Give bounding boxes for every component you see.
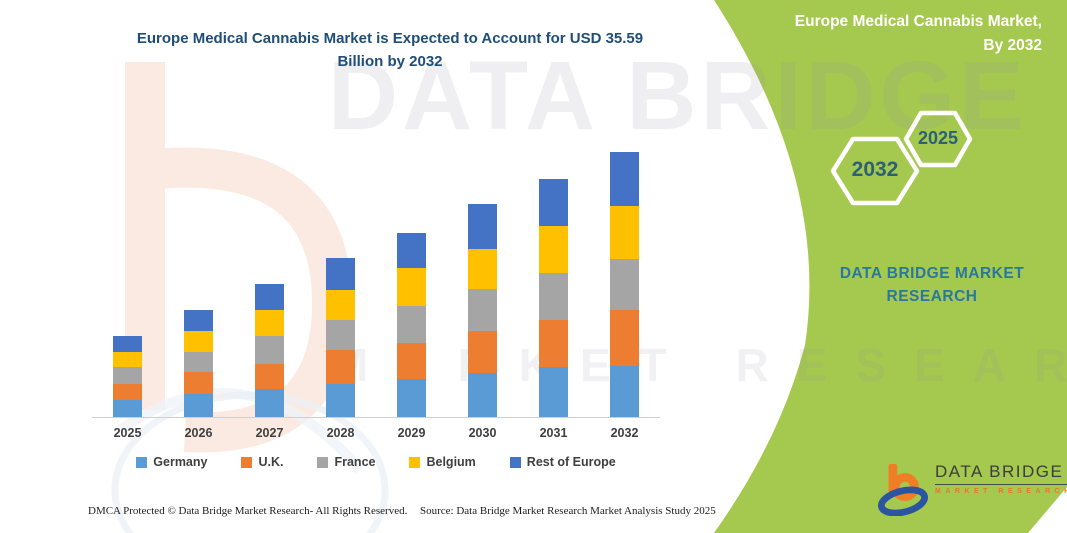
databridge-logo-mark-icon: [878, 464, 928, 516]
brand-text-line1: DATA BRIDGE MARKET: [839, 265, 1025, 282]
tick-label-2025: 2025: [113, 426, 142, 440]
bar-segment-germany: [113, 400, 142, 417]
hexagon-2025-icon: [903, 110, 973, 168]
bar-segment-u-k: [610, 309, 639, 366]
bar-segment-belgium: [539, 225, 568, 274]
bar-segment-rest-of-europe: [113, 335, 142, 352]
bar-2026: [184, 310, 213, 417]
legend-label-belgium: Belgium: [426, 455, 476, 469]
hexagon-2032-label: 2032: [851, 158, 899, 181]
bar-segment-u-k: [326, 350, 355, 385]
tick-label-2031: 2031: [539, 426, 568, 440]
bar-segment-rest-of-europe: [326, 258, 355, 291]
bar-segment-u-k: [539, 319, 568, 367]
bar-segment-rest-of-europe: [468, 204, 497, 249]
panel-title: Europe Medical Cannabis Market, By 2032: [760, 10, 1042, 58]
bar-2029: [397, 232, 426, 417]
bar-segment-rest-of-europe: [539, 179, 568, 226]
bar-2027: [255, 284, 284, 417]
legend-label-france: France: [334, 455, 376, 469]
bar-segment-germany: [610, 365, 639, 417]
bar-segment-germany: [184, 394, 213, 417]
bar-segment-belgium: [184, 331, 213, 353]
logo-text: DATA BRIDGE MARKET RESEARCH: [935, 462, 1067, 495]
bar-2030: [468, 204, 497, 417]
bar-segment-belgium: [113, 351, 142, 368]
legend-label-rest-of-europe: Rest of Europe: [526, 455, 616, 469]
bar-segment-germany: [468, 372, 497, 417]
bar-segment-france: [397, 305, 426, 343]
bar-2032: [610, 152, 639, 417]
bar-segment-u-k: [468, 331, 497, 373]
bar-2028: [326, 258, 355, 417]
brand-text: DATA BRIDGE MARKET RESEARCH: [812, 262, 1052, 309]
bar-segment-belgium: [610, 205, 639, 260]
source-text: Source: Data Bridge Market Research Mark…: [420, 505, 716, 517]
dmca-copyright-text: DMCA Protected © Data Bridge Market Rese…: [88, 505, 408, 517]
bar-2025: [113, 335, 142, 417]
bar-segment-france: [326, 320, 355, 351]
tick-label-2032: 2032: [610, 426, 639, 440]
bar-segment-germany: [326, 384, 355, 417]
legend-item-germany: Germany: [136, 455, 207, 469]
bar-segment-belgium: [326, 290, 355, 321]
bar-segment-france: [539, 273, 568, 320]
bar-segment-france: [255, 335, 284, 364]
stacked-bar-chart: [92, 137, 660, 417]
bar-segment-u-k: [113, 384, 142, 400]
bar-segment-germany: [539, 367, 568, 417]
bar-segment-rest-of-europe: [255, 284, 284, 311]
bar-segment-germany: [255, 389, 284, 417]
databridge-logo: DATA BRIDGE MARKET RESEARCH: [878, 462, 1067, 516]
logo-text-top: DATA BRIDGE: [935, 462, 1067, 485]
bar-segment-france: [184, 352, 213, 373]
tick-label-2028: 2028: [326, 426, 355, 440]
market-research-text-watermark: MARKET RESEARCH: [330, 339, 1067, 391]
hexagon-2025-label: 2025: [917, 128, 959, 148]
chart-title: Europe Medical Cannabis Market is Expect…: [136, 30, 644, 70]
bar-segment-u-k: [397, 342, 426, 380]
bar-segment-u-k: [184, 372, 213, 395]
bar-segment-france: [610, 259, 639, 310]
bar-segment-belgium: [255, 310, 284, 336]
x-axis-tick-labels: 2025 2026 2027 2028 2029 2030 2031 2032: [92, 426, 660, 444]
bar-segment-belgium: [397, 268, 426, 306]
logo-text-bottom: MARKET RESEARCH: [935, 488, 1067, 495]
legend-swatch-u-k: [241, 456, 253, 468]
bar-segment-belgium: [468, 248, 497, 290]
tick-label-2030: 2030: [468, 426, 497, 440]
bar-segment-france: [468, 289, 497, 332]
bar-segment-france: [113, 367, 142, 384]
tick-label-2027: 2027: [255, 426, 284, 440]
legend-swatch-germany: [136, 456, 148, 468]
panel-title-line2: By 2032: [983, 37, 1042, 55]
brand-text-line2: RESEARCH: [886, 288, 978, 306]
chart-legend: Germany U.K. France Belgium Rest of Europe: [92, 455, 660, 469]
bar-segment-rest-of-europe: [397, 232, 426, 269]
legend-item-u-k: U.K.: [241, 455, 283, 469]
bar-segment-rest-of-europe: [184, 310, 213, 332]
legend-item-rest-of-europe: Rest of Europe: [509, 455, 616, 469]
bar-segment-germany: [397, 379, 426, 417]
bar-2031: [539, 179, 568, 417]
legend-label-u-k: U.K.: [258, 455, 284, 469]
legend-item-france: France: [317, 455, 375, 469]
legend-item-belgium: Belgium: [409, 455, 476, 469]
legend-swatch-rest-of-europe: [509, 456, 521, 468]
x-axis-line: [92, 417, 660, 418]
bar-segment-u-k: [255, 363, 284, 390]
tick-label-2029: 2029: [397, 426, 426, 440]
hexagon-2032-icon: [830, 136, 920, 206]
tick-label-2026: 2026: [184, 426, 213, 440]
legend-label-germany: Germany: [153, 455, 208, 469]
legend-swatch-belgium: [409, 456, 421, 468]
legend-swatch-france: [317, 456, 329, 468]
panel-title-line1: Europe Medical Cannabis Market,: [794, 13, 1042, 30]
bar-segment-rest-of-europe: [610, 152, 639, 206]
